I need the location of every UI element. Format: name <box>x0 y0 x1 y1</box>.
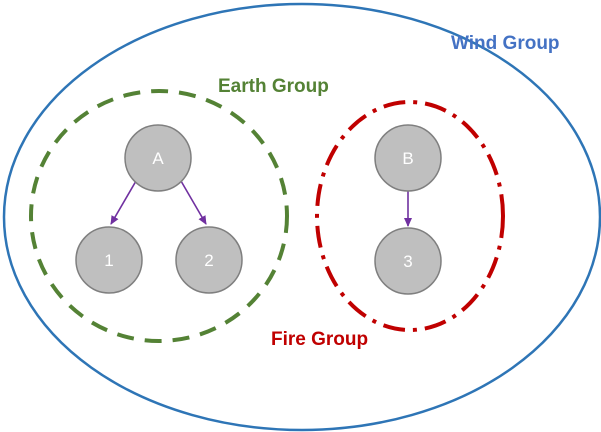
node-1-label: 1 <box>104 251 113 270</box>
node-3: 3 <box>375 228 441 294</box>
node-2-label: 2 <box>204 251 213 270</box>
wind-group-boundary <box>4 4 600 430</box>
wind-group-label: Wind Group <box>451 33 560 54</box>
earth-group-label: Earth Group <box>218 76 329 97</box>
fire-group-label: Fire Group <box>271 329 368 350</box>
node-a: A <box>125 125 191 191</box>
node-b-label: B <box>402 149 413 168</box>
node-3-label: 3 <box>403 252 412 271</box>
node-2: 2 <box>176 227 242 293</box>
edge-a-to-1 <box>111 181 136 224</box>
node-1: 1 <box>76 227 142 293</box>
node-a-label: A <box>152 149 164 168</box>
edge-a-to-2 <box>181 181 206 224</box>
node-b: B <box>375 125 441 191</box>
